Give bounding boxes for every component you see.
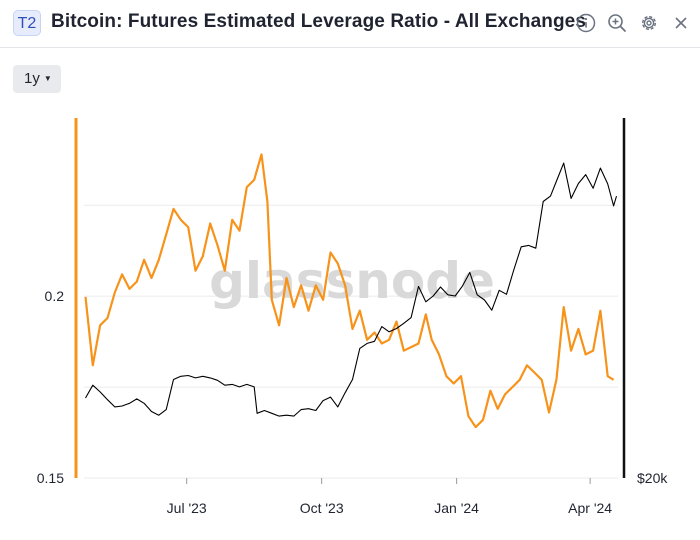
chart-area[interactable]: glassnode 0.15 0.2 $20k Jul '23 Oct '23 Jan … xyxy=(0,100,700,540)
header-divider xyxy=(0,47,700,48)
zoom-in-icon[interactable] xyxy=(606,12,628,34)
x-tick-label: Jan '24 xyxy=(434,500,479,516)
series-layer xyxy=(84,153,618,429)
tier-badge: T2 xyxy=(13,10,41,36)
range-label: 1y xyxy=(24,70,40,87)
leverage-line xyxy=(84,153,615,429)
caret-down-icon: ▼ xyxy=(43,74,52,83)
chart-title: Bitcoin: Futures Estimated Leverage Rati… xyxy=(51,11,587,32)
info-icon[interactable] xyxy=(575,12,597,34)
y-right-tick-label: $20k xyxy=(637,470,668,486)
x-tick-label: Oct '23 xyxy=(300,500,344,516)
close-icon[interactable] xyxy=(670,12,692,34)
y-tick-label: 0.15 xyxy=(37,470,64,486)
x-tick-label: Jul '23 xyxy=(167,500,207,516)
x-axis-labels: Jul '23 Oct '23 Jan '24 Apr '24 xyxy=(167,478,612,516)
grid xyxy=(84,204,618,479)
watermark: glassnode xyxy=(209,252,495,310)
chart-header: T2 Bitcoin: Futures Estimated Leverage R… xyxy=(0,0,700,48)
x-tick-label: Apr '24 xyxy=(568,500,612,516)
y-tick-label: 0.2 xyxy=(45,288,65,304)
gear-icon[interactable] xyxy=(638,12,660,34)
y-axis-labels: 0.15 0.2 $20k xyxy=(37,288,669,486)
range-dropdown[interactable]: 1y ▼ xyxy=(13,65,61,93)
price-line xyxy=(85,162,618,417)
